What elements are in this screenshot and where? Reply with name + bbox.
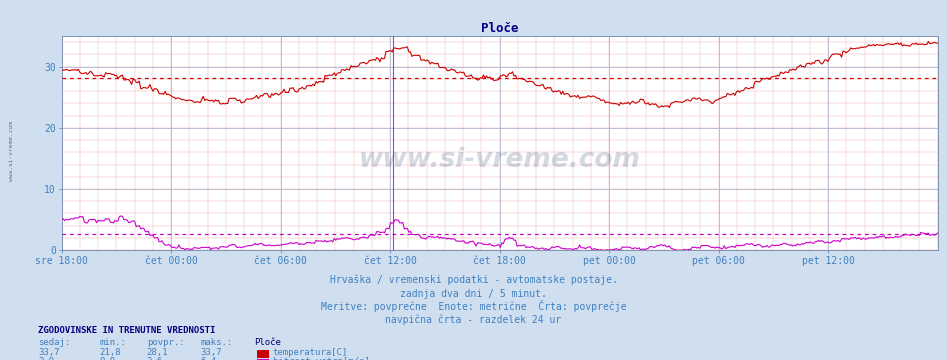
Text: Hrvaška / vremenski podatki - avtomatske postaje.: Hrvaška / vremenski podatki - avtomatske… (330, 274, 617, 285)
Text: 2,9: 2,9 (38, 357, 54, 360)
Text: 33,7: 33,7 (38, 348, 60, 357)
Text: 0,0: 0,0 (99, 357, 116, 360)
Text: Meritve: povprečne  Enote: metrične  Črta: povprečje: Meritve: povprečne Enote: metrične Črta:… (321, 300, 626, 312)
Text: navpična črta - razdelek 24 ur: navpična črta - razdelek 24 ur (385, 315, 562, 325)
Text: temperatura[C]: temperatura[C] (273, 348, 348, 357)
Text: 2,6: 2,6 (147, 357, 163, 360)
Text: povpr.:: povpr.: (147, 338, 185, 347)
Text: ZGODOVINSKE IN TRENUTNE VREDNOSTI: ZGODOVINSKE IN TRENUTNE VREDNOSTI (38, 326, 215, 335)
Text: 28,1: 28,1 (147, 348, 169, 357)
Text: Ploče: Ploče (254, 338, 280, 347)
Text: www.si-vreme.com: www.si-vreme.com (359, 147, 640, 173)
Text: 21,8: 21,8 (99, 348, 121, 357)
Text: sedaj:: sedaj: (38, 338, 70, 347)
Text: zadnja dva dni / 5 minut.: zadnja dva dni / 5 minut. (400, 289, 547, 299)
Text: maks.:: maks.: (201, 338, 233, 347)
Text: 33,7: 33,7 (201, 348, 223, 357)
Text: hitrost vetra[m/s]: hitrost vetra[m/s] (273, 357, 369, 360)
Text: min.:: min.: (99, 338, 126, 347)
Text: 6,4: 6,4 (201, 357, 217, 360)
Title: Ploče: Ploče (481, 22, 518, 35)
Text: www.si-vreme.com: www.si-vreme.com (9, 121, 14, 181)
